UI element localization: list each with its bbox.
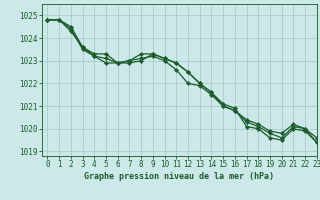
X-axis label: Graphe pression niveau de la mer (hPa): Graphe pression niveau de la mer (hPa) — [84, 172, 274, 181]
